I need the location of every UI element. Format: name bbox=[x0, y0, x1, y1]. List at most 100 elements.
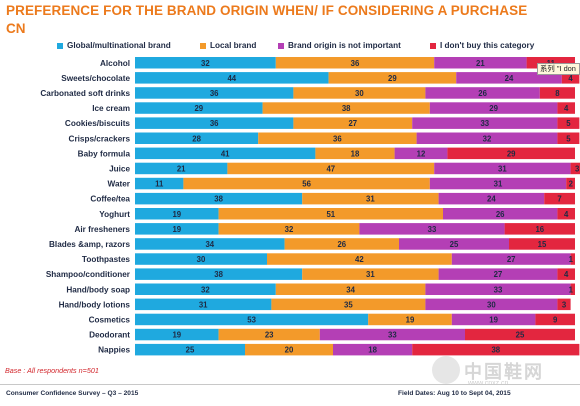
data-label: 56 bbox=[302, 180, 311, 189]
data-label: 18 bbox=[368, 346, 377, 355]
category-label: Coffee/tea bbox=[90, 195, 130, 204]
bar-segment bbox=[135, 132, 259, 144]
bar-segment bbox=[135, 57, 276, 69]
data-label: 25 bbox=[516, 331, 525, 340]
data-label: 31 bbox=[498, 164, 507, 173]
bar-segment bbox=[566, 177, 575, 190]
data-label: 19 bbox=[172, 331, 181, 340]
category-label: Cosmetics bbox=[89, 315, 131, 324]
bar-segment bbox=[557, 268, 575, 280]
bar-segment bbox=[135, 343, 245, 356]
bar-segment bbox=[293, 117, 413, 129]
bar-segment bbox=[302, 268, 439, 280]
bar-segment bbox=[135, 192, 303, 205]
bar-segment bbox=[557, 132, 580, 144]
bar-segment bbox=[451, 313, 536, 326]
bar-segment bbox=[135, 328, 219, 341]
category-label: Shampoo/conditioner bbox=[46, 270, 131, 279]
data-label: 24 bbox=[505, 74, 514, 83]
bar-segment bbox=[135, 147, 316, 160]
bar-segment bbox=[258, 132, 417, 144]
data-label: 32 bbox=[285, 225, 294, 234]
data-label: 42 bbox=[355, 255, 364, 264]
data-label: 5 bbox=[566, 134, 571, 143]
data-label: 32 bbox=[201, 285, 210, 294]
bar-segment bbox=[135, 208, 219, 220]
bar-segment bbox=[412, 117, 558, 129]
bar-segment bbox=[135, 117, 294, 129]
data-label: 31 bbox=[366, 195, 375, 204]
data-label: 38 bbox=[214, 270, 223, 279]
watermark-emblem-icon bbox=[432, 356, 460, 384]
data-label: 28 bbox=[192, 134, 201, 143]
bar-segment bbox=[135, 268, 303, 280]
category-label: Ice cream bbox=[92, 104, 130, 113]
data-label: 8 bbox=[555, 89, 560, 98]
bar-segment bbox=[399, 238, 509, 250]
data-label: 29 bbox=[194, 104, 203, 113]
data-label: 11 bbox=[155, 180, 164, 189]
data-label: 27 bbox=[348, 119, 357, 128]
data-label: 4 bbox=[564, 210, 569, 219]
legend-swatch-local bbox=[200, 42, 206, 49]
category-label: Alcohol bbox=[100, 59, 130, 68]
footer-survey-name: Consumer Confidence Survey – Q3 – 2015 bbox=[6, 390, 139, 397]
watermark-logo: 中国鞋网 www.cnxz.cn bbox=[428, 352, 578, 390]
bar-segment bbox=[539, 87, 575, 99]
data-label: 38 bbox=[214, 195, 223, 204]
data-label: 18 bbox=[351, 149, 360, 158]
bar-segment bbox=[227, 162, 435, 175]
bar-segment bbox=[245, 343, 333, 356]
series-tooltip: 系列 "I don bbox=[537, 63, 580, 75]
bar-segment bbox=[302, 192, 439, 205]
data-label: 7 bbox=[557, 195, 561, 204]
category-label: Baby formula bbox=[78, 149, 131, 158]
legend-item-dont-buy: I don't buy this category bbox=[430, 41, 534, 50]
bar-segment bbox=[451, 253, 571, 265]
bar-segment bbox=[359, 223, 505, 235]
data-label: 27 bbox=[507, 255, 516, 264]
data-label: 30 bbox=[197, 255, 206, 264]
data-label: 29 bbox=[489, 104, 498, 113]
data-label: 34 bbox=[346, 285, 355, 294]
bar-segment bbox=[526, 57, 575, 69]
data-label: 4 bbox=[564, 104, 569, 113]
legend-item-local: Local brand bbox=[200, 41, 256, 50]
data-label: 41 bbox=[221, 149, 230, 158]
bar-segment bbox=[135, 177, 184, 190]
data-label: 30 bbox=[355, 89, 364, 98]
bar-segment bbox=[561, 72, 580, 84]
data-label: 26 bbox=[478, 89, 487, 98]
bar-segment bbox=[509, 238, 575, 250]
bar-segment bbox=[135, 313, 369, 326]
category-label: Hand/body lotions bbox=[59, 300, 131, 309]
category-label: Hand/body soap bbox=[66, 285, 130, 294]
bar-segment bbox=[333, 343, 413, 356]
legend-swatch-global bbox=[57, 42, 63, 49]
legend-item-global: Global/multinational brand bbox=[57, 41, 171, 50]
bar-segment bbox=[135, 298, 272, 311]
bar-segment bbox=[135, 72, 329, 84]
data-label: 34 bbox=[205, 240, 214, 249]
bar-segment bbox=[434, 57, 527, 69]
data-label: 21 bbox=[177, 164, 186, 173]
data-label: 15 bbox=[538, 240, 547, 249]
watermark-text: 中国鞋网 bbox=[464, 362, 544, 382]
bar-segment bbox=[328, 72, 457, 84]
bar-segment bbox=[443, 208, 558, 220]
data-label: 31 bbox=[366, 270, 375, 279]
bar-segment bbox=[544, 192, 575, 205]
data-label: 31 bbox=[199, 300, 208, 309]
data-label: 23 bbox=[265, 331, 274, 340]
bar-segment bbox=[135, 102, 263, 114]
chart-subtitle: CN bbox=[6, 21, 26, 36]
bar-segment bbox=[135, 283, 276, 295]
bar-segment bbox=[293, 87, 426, 99]
bar-segment bbox=[557, 208, 575, 220]
bar-segment bbox=[429, 177, 567, 190]
category-label: Cookies/biscuits bbox=[65, 119, 131, 128]
data-label: 33 bbox=[388, 331, 397, 340]
data-label: 53 bbox=[247, 315, 256, 324]
bar-segment bbox=[557, 117, 580, 129]
category-label: Toothpastes bbox=[82, 255, 131, 264]
